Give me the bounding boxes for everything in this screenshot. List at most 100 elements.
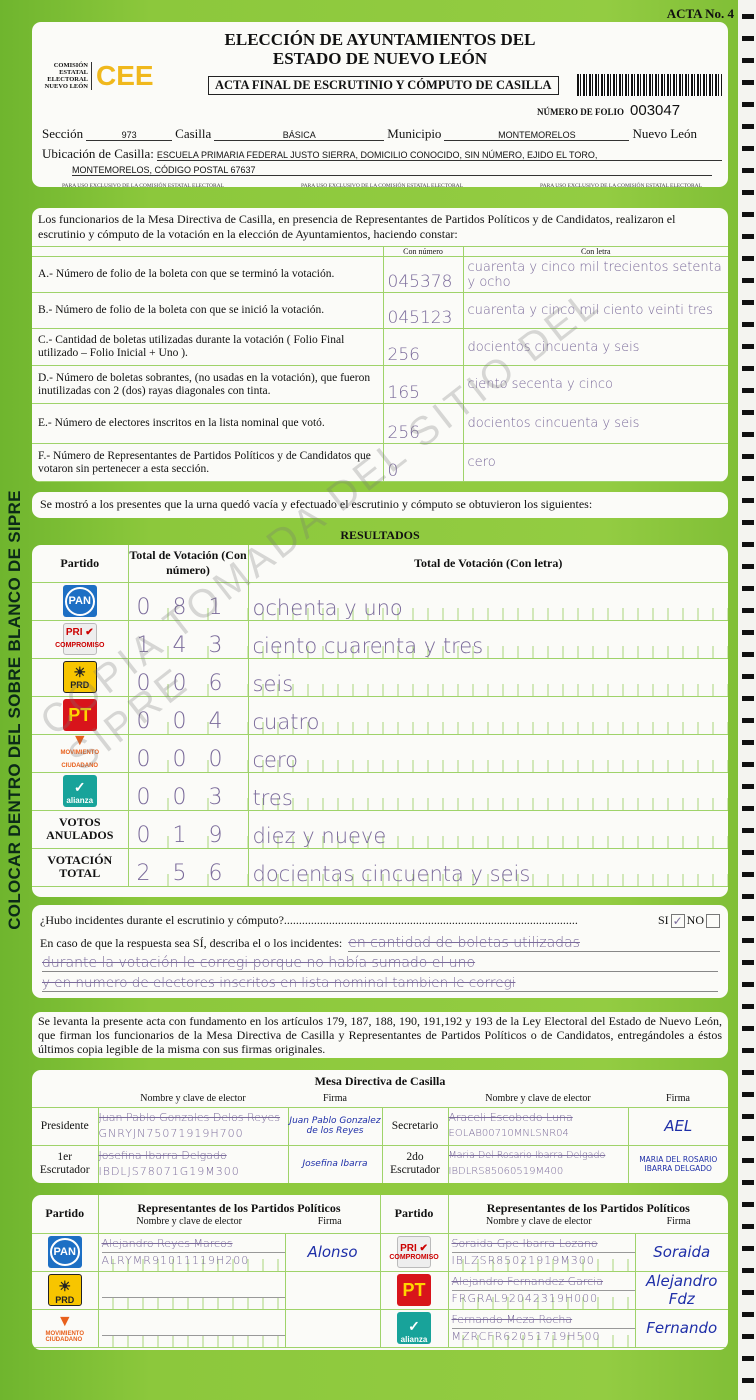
col-number: Total de Votación (Con número): [127, 545, 249, 583]
si-checkbox[interactable]: ✓: [670, 913, 685, 928]
result-number[interactable]: 003: [127, 771, 249, 811]
result-letter[interactable]: diez y nueve: [247, 809, 728, 849]
perforation-mark: [742, 762, 754, 767]
escrutador2-clave: IBDLRS85060519M400: [448, 1166, 564, 1177]
perforation-mark: [742, 234, 754, 239]
pan-logo-icon: PAN: [47, 1236, 82, 1268]
result-number[interactable]: 004: [127, 695, 249, 735]
count-label: D.- Número de boletas sobrantes, (no usa…: [32, 365, 384, 404]
header-box: ELECCIÓN DE AYUNTAMIENTOS DEL ESTADO DE …: [32, 22, 728, 189]
count-number[interactable]: 256: [382, 403, 464, 444]
result-letter[interactable]: tres: [247, 771, 728, 811]
count-row: E.- Número de electores inscritos en la …: [32, 403, 728, 444]
result-number[interactable]: 000: [127, 733, 249, 773]
result-letter[interactable]: cero: [247, 733, 728, 773]
result-number[interactable]: 081: [127, 581, 249, 621]
folio-number: 003047: [630, 102, 681, 119]
result-row: ☀ PRD 006 seis: [32, 657, 728, 697]
escrutador2-signature: MARIA DEL ROSARIO IBARRA DELGADO: [627, 1144, 728, 1183]
reps-title: Representantes de los Partidos Políticos: [137, 1200, 341, 1215]
count-number[interactable]: 045123: [382, 292, 464, 329]
count-letter[interactable]: cuarenta y cinco mil ciento veinti tres: [462, 292, 728, 329]
no-checkbox[interactable]: [706, 913, 720, 928]
incidents-section: ¿Hubo incidentes durante el escrutinio y…: [32, 905, 728, 998]
incident-line-3: y en numero de electores inscritos en li…: [42, 975, 718, 992]
rep-name-cell[interactable]: Fernando Meza Rocha MZRCFR62051719H500: [447, 1308, 636, 1348]
count-row: F.- Número de Representantes de Partidos…: [32, 443, 728, 482]
exclusive-note: PARA USO EXCLUSIVO DE LA COMISIÓN ESTATA…: [540, 183, 702, 189]
describe-line: En caso de que la respuesta sea SÍ, desc…: [40, 935, 720, 952]
result-letter[interactable]: docientas cincuenta y seis: [247, 847, 728, 887]
col-name: Nombre y clave de elector: [485, 1092, 591, 1104]
results-title: RESULTADOS: [340, 528, 420, 542]
result-letter[interactable]: seis: [247, 657, 728, 697]
perforation-mark: [742, 960, 754, 965]
count-letter[interactable]: docientos cincuenta y seis: [462, 403, 728, 444]
perforation-mark: [742, 1356, 754, 1361]
count-section: Los funcionarios de la Mesa Directiva de…: [32, 208, 728, 482]
rep-name: Alejandro Fernandez Garcia: [451, 1274, 634, 1291]
count-letter[interactable]: docientos cincuenta y seis: [462, 328, 728, 366]
count-number[interactable]: 045378: [382, 256, 464, 293]
reps-header-left: Representantes de los Partidos Políticos…: [97, 1195, 381, 1234]
count-number[interactable]: 256: [382, 328, 464, 366]
rep-name-cell[interactable]: Alejandro Fernandez Garcia FRGRAL92042319…: [447, 1270, 636, 1310]
results-table: Partido Total de Votación (Con número) T…: [32, 545, 728, 887]
presidente-name-cell: Juan Pablo Gonzales Delos Reyes GNRYJN750…: [97, 1106, 289, 1146]
ubicacion-line: Ubicación de Casilla: ESCUELA PRIMARIA F…: [42, 146, 722, 162]
count-letter[interactable]: cero: [462, 443, 728, 482]
perforation-mark: [742, 564, 754, 569]
na-logo-icon: ✓ alianza: [62, 775, 97, 807]
count-number[interactable]: 165: [382, 365, 464, 404]
result-party: VOTOS ANULADOS: [32, 809, 129, 849]
rep-signature: Soraida: [634, 1232, 728, 1272]
secretario-name-cell: Araceli Escobedo Luna EOLAB00710MNLSNR04: [447, 1106, 629, 1146]
result-number[interactable]: 143: [127, 619, 249, 659]
perforation-mark: [742, 168, 754, 173]
result-letter[interactable]: ciento cuarenta y tres: [247, 619, 728, 659]
rep-name-cell[interactable]: [97, 1270, 286, 1310]
secretario-clave: EOLAB00710MNLSNR04: [448, 1128, 569, 1139]
cee-logo: COMISIÓN ESTATAL ELECTORAL NUEVO LEÓN CE…: [40, 60, 154, 92]
ubicacion-label: Ubicación de Casilla:: [42, 146, 154, 161]
pri-logo-icon: PRI ✔ COMPROMISO: [55, 623, 104, 655]
result-number[interactable]: 006: [127, 657, 249, 697]
perforation-mark: [742, 366, 754, 371]
representatives-section: Partido Representantes de los Partidos P…: [32, 1195, 728, 1350]
result-party: PT: [32, 695, 129, 735]
rep-name-cell[interactable]: Soraida Gpe Ibarra Lozano IBLZSR85021919M…: [447, 1232, 636, 1272]
incidents-question-text: ¿Hubo incidentes durante el escrutinio y…: [40, 913, 578, 927]
perforation-mark: [742, 1312, 754, 1317]
escrutador1-name: Josefina Ibarra Delgado: [98, 1149, 227, 1162]
perforation-mark: [742, 982, 754, 987]
prd-logo-icon: ☀ PRD: [47, 1274, 82, 1306]
pt-logo-icon: PT: [397, 1274, 431, 1306]
count-label: F.- Número de Representantes de Partidos…: [32, 443, 384, 482]
count-letter[interactable]: cuarenta y cinco mil trecientos setenta …: [462, 256, 728, 293]
rep-name-cell[interactable]: Alejandro Reyes Marcos ALRYMR91011119H200: [97, 1232, 286, 1272]
perforation-mark: [742, 1092, 754, 1097]
perforation-mark: [742, 718, 754, 723]
perforation-mark: [742, 388, 754, 393]
perforation-mark: [742, 872, 754, 877]
representative-row: PAN Alejandro Reyes Marcos ALRYMR91011119H…: [32, 1232, 728, 1272]
col-letter: Total de Votación (Con letra): [247, 545, 728, 583]
result-letter[interactable]: cuatro: [247, 695, 728, 735]
rep-name: [101, 1320, 284, 1336]
col-signature: Firma: [323, 1092, 347, 1104]
result-number[interactable]: 256: [127, 847, 249, 887]
prd-logo-icon: ☀ PRD: [62, 661, 97, 693]
rep-party: ✓ alianza: [379, 1308, 449, 1348]
result-letter[interactable]: ochenta y uno: [247, 581, 728, 621]
count-number[interactable]: 0: [382, 443, 464, 482]
municipio-label: Municipio: [387, 126, 442, 141]
perforation-mark: [742, 14, 754, 19]
rep-party: ▼ MOVIMIENTO CIUDADANO: [32, 1308, 99, 1348]
rep-name-cell[interactable]: [97, 1308, 286, 1348]
result-number[interactable]: 019: [127, 809, 249, 849]
count-letter[interactable]: ciento secenta y cinco: [462, 365, 728, 404]
result-row: PRI ✔ COMPROMISO 143 ciento cuarenta y tres: [32, 619, 728, 659]
side-instruction: COLOCAR DENTRO DEL SOBRE BLANCO DE SIPRE: [5, 490, 24, 930]
barcode: [577, 74, 722, 96]
perforation-mark: [742, 1224, 754, 1229]
